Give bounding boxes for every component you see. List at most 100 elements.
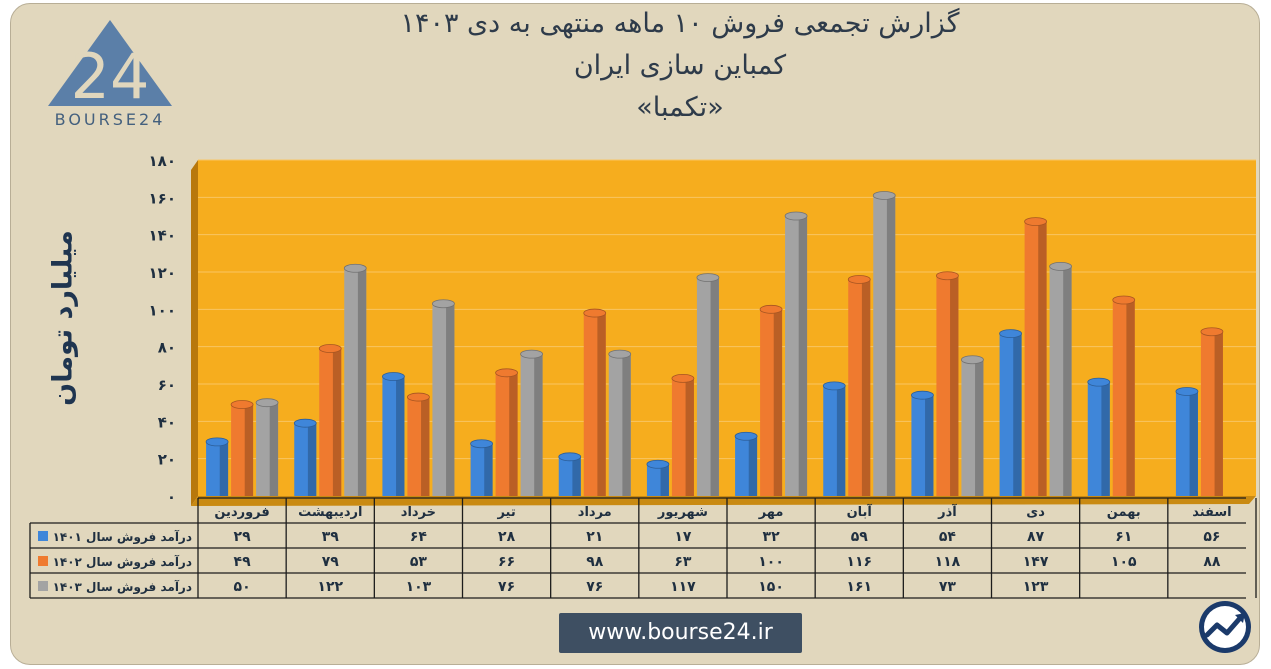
bar-cap — [255, 398, 279, 408]
bar-shade — [244, 404, 254, 496]
data-label: ۸۸ — [1203, 554, 1221, 570]
bar-cap — [470, 439, 493, 449]
x-tick-label: آذر — [937, 503, 957, 520]
data-label: ۱۴۷ — [1023, 554, 1049, 570]
bar-cap — [671, 373, 695, 383]
bar-cap — [1200, 327, 1224, 337]
data-label: ۱۰۰ — [758, 554, 784, 570]
bar-shade — [357, 268, 367, 496]
legend-swatch — [38, 556, 48, 566]
bar-cap — [696, 273, 720, 283]
bar-shade — [1189, 391, 1198, 496]
bar-cap — [1087, 377, 1111, 387]
data-label: ۹۸ — [586, 554, 604, 570]
bar-cap — [1024, 217, 1047, 227]
data-label: ۷۳ — [939, 579, 957, 595]
x-tick-label: خرداد — [401, 505, 436, 520]
bar-shade — [622, 354, 631, 496]
data-label: ۵۶ — [1203, 529, 1220, 545]
y-tick-label: ۱۲۰ — [149, 264, 176, 282]
data-label: ۵۴ — [939, 529, 957, 545]
data-label: ۵۳ — [410, 554, 428, 570]
bar-shade — [1063, 266, 1072, 496]
bar-cap — [847, 275, 871, 284]
chart-ticker: «تکمبا» — [636, 92, 724, 123]
y-tick-label: ۱۸۰ — [149, 152, 176, 170]
bar-shade — [421, 397, 430, 496]
y-tick-label: ۲۰ — [158, 451, 176, 469]
bar-cap — [407, 392, 430, 402]
website-url[interactable]: www.bourse24.ir — [559, 613, 802, 653]
plot-side-wall — [191, 160, 198, 506]
data-label: ۱۲۲ — [317, 579, 343, 595]
x-tick-label: تیر — [496, 505, 515, 520]
x-tick-label: فروردین — [214, 505, 269, 520]
y-tick-label: ۰ — [167, 488, 176, 506]
bar-cap — [205, 437, 229, 447]
data-label: ۶۳ — [674, 554, 692, 570]
bar-shade — [572, 456, 581, 496]
data-label: ۴۹ — [234, 554, 252, 570]
bar-shade — [219, 441, 229, 496]
bar-shade — [509, 372, 518, 496]
bar-shade — [773, 309, 783, 496]
y-tick-label: ۶۰ — [158, 376, 176, 394]
bar-cap — [318, 344, 342, 353]
data-label: ۱۱۸ — [935, 554, 961, 570]
bar-shade — [798, 216, 808, 496]
x-tick-label: اردیبهشت — [298, 505, 362, 520]
bar-cap — [1175, 387, 1199, 396]
bar-cap — [520, 349, 543, 359]
data-label: ۱۶۱ — [846, 579, 872, 595]
data-label: ۱۱۷ — [670, 579, 696, 595]
bar-cap — [230, 400, 254, 409]
data-label: ۱۷ — [674, 529, 692, 545]
bar-shade — [861, 279, 871, 496]
bar-shade — [1126, 300, 1135, 496]
bar-shade — [1013, 333, 1022, 496]
bar-shade — [685, 378, 694, 496]
bar-shade — [1214, 331, 1223, 496]
chart-subtitle: کمباین سازی ایران — [573, 50, 787, 81]
bar-cap — [293, 418, 317, 428]
x-tick-label: شهریور — [657, 505, 708, 520]
bar-cap — [382, 372, 405, 381]
bar-cap — [784, 211, 808, 221]
bar-shade — [446, 303, 455, 496]
bar-cap — [608, 349, 632, 359]
y-tick-label: ۱۶۰ — [149, 189, 176, 207]
bar-shade — [332, 348, 342, 496]
bar-shade — [950, 275, 959, 496]
data-label: ۱۰۵ — [1111, 554, 1137, 570]
bar-shade — [836, 385, 846, 496]
x-tick-label: مرداد — [578, 505, 612, 520]
data-label: ۱۱۶ — [846, 554, 872, 570]
bar-shade — [886, 195, 896, 496]
x-tick-label: مهر — [758, 505, 784, 520]
bar-shade — [1038, 221, 1047, 496]
bar-cap — [822, 381, 846, 391]
legend-entry: درآمد فروش سال ۱۴۰۳ — [53, 579, 192, 595]
data-label: ۵۰ — [234, 579, 251, 595]
bar-cap — [759, 304, 783, 314]
bar-shade — [925, 395, 934, 496]
bar-cap — [1112, 295, 1136, 305]
bar-shade — [748, 436, 758, 496]
bar-cap — [961, 355, 984, 365]
data-label: ۲۸ — [498, 529, 516, 545]
legend-swatch — [38, 531, 48, 541]
bourse24-logo-icon: 24 — [48, 20, 172, 113]
data-label: ۱۵۰ — [758, 579, 784, 595]
y-tick-label: ۱۴۰ — [149, 227, 176, 245]
bar-cap — [558, 452, 582, 462]
bar-cap — [432, 299, 455, 309]
bar-cap — [1049, 261, 1072, 271]
bar-cap — [734, 431, 758, 441]
y-tick-label: ۴۰ — [158, 413, 176, 431]
bar-shade — [269, 402, 279, 496]
data-label: ۷۹ — [322, 554, 340, 570]
legend-swatch — [38, 581, 48, 591]
bar-cap — [583, 308, 607, 318]
data-label: ۶۶ — [498, 554, 515, 570]
